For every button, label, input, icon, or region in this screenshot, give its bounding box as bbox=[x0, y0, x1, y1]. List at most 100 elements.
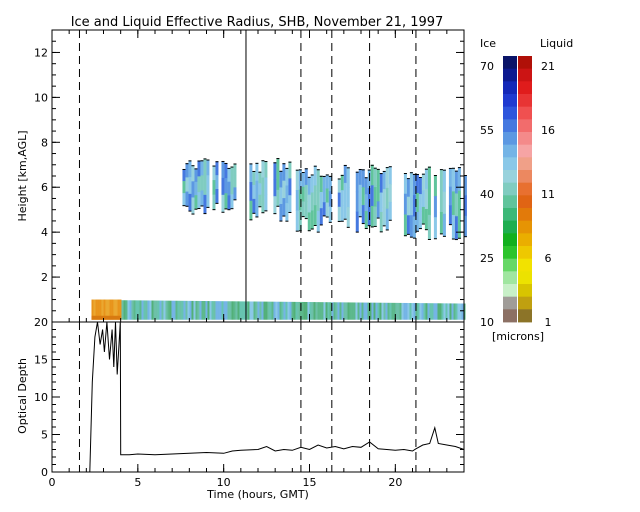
boundary-layer-cell bbox=[219, 301, 222, 320]
cloud-edge bbox=[370, 226, 374, 228]
boundary-layer-cell bbox=[419, 303, 422, 320]
boundary-layer-cell bbox=[447, 303, 450, 320]
optical-depth-tick-label: 0 bbox=[41, 466, 48, 479]
boundary-layer-cell bbox=[155, 300, 158, 320]
cloud-edge bbox=[457, 237, 461, 239]
cloud-cell bbox=[442, 213, 446, 237]
time-tick-label: 5 bbox=[134, 476, 141, 489]
ice-color-step bbox=[503, 106, 517, 120]
cloud-cell bbox=[358, 169, 362, 186]
boundary-layer-cell bbox=[129, 300, 132, 320]
cloud-cell bbox=[295, 210, 299, 232]
boundary-layer-cell bbox=[195, 300, 198, 320]
cloud-edge bbox=[276, 158, 280, 160]
boundary-layer-cell bbox=[135, 300, 138, 320]
boundary-layer-cell bbox=[123, 300, 126, 320]
boundary-layer-cell bbox=[279, 301, 282, 320]
cloud-cell bbox=[258, 171, 262, 184]
cloud-cell bbox=[415, 211, 419, 232]
cloud-cell bbox=[358, 184, 362, 202]
cloud-cell bbox=[212, 180, 216, 196]
cloud-edge bbox=[358, 169, 362, 171]
cloud-cell bbox=[203, 194, 207, 214]
boundary-layer-cell bbox=[427, 303, 430, 320]
boundary-layer-cell bbox=[111, 299, 114, 320]
cloud-cell bbox=[197, 192, 201, 209]
boundary-layer-cell bbox=[191, 300, 194, 320]
boundary-layer-cell bbox=[389, 302, 392, 320]
cloud-cell bbox=[388, 166, 392, 185]
cloud-cell bbox=[418, 211, 422, 229]
cloud-cell bbox=[191, 165, 195, 182]
cloud-cell bbox=[373, 167, 377, 188]
boundary-layer-cell bbox=[241, 301, 244, 320]
cloud-edge bbox=[421, 223, 425, 225]
cloud-cell bbox=[421, 173, 425, 191]
time-tick-label: 20 bbox=[388, 476, 402, 489]
cloud-edge bbox=[361, 223, 365, 225]
cloud-cell bbox=[212, 194, 216, 210]
cloud-cell bbox=[412, 173, 416, 196]
boundary-layer-cell bbox=[315, 302, 318, 320]
cloud-cell bbox=[451, 167, 455, 192]
cloud-cell bbox=[403, 214, 407, 236]
cloud-edge bbox=[304, 218, 308, 220]
ice-color-step bbox=[503, 195, 517, 209]
cloud-cell bbox=[433, 175, 437, 197]
cloud-cell bbox=[325, 202, 329, 218]
boundary-layer-cell bbox=[277, 301, 280, 320]
cloud-cell bbox=[206, 175, 210, 192]
cloud-cell bbox=[279, 187, 283, 205]
cloud-edge bbox=[346, 167, 350, 169]
cloud-cell bbox=[379, 211, 383, 232]
boundary-layer-cell bbox=[443, 303, 446, 320]
liquid-color-step bbox=[518, 81, 532, 95]
boundary-layer-cell bbox=[295, 301, 298, 320]
cloud-cell bbox=[388, 201, 392, 221]
cloud-cell bbox=[224, 178, 228, 194]
boundary-layer-cell bbox=[247, 301, 250, 320]
boundary-layer-cell bbox=[145, 300, 148, 320]
cloud-cell bbox=[258, 183, 262, 196]
boundary-layer-cell bbox=[139, 300, 142, 320]
colorbar-unit: [microns] bbox=[492, 330, 544, 343]
boundary-layer-cell bbox=[357, 302, 360, 320]
boundary-layer-cell bbox=[349, 302, 352, 320]
cloud-edge bbox=[194, 168, 198, 170]
cloud-edge bbox=[355, 231, 359, 233]
cloud-cell bbox=[367, 188, 371, 208]
boundary-layer-cell bbox=[343, 302, 346, 320]
boundary-layer-cell bbox=[91, 315, 121, 320]
liquid-color-step bbox=[518, 258, 532, 272]
colorbar-liquid-label: Liquid bbox=[540, 37, 573, 50]
cloud-cell bbox=[403, 193, 407, 215]
cloud-edge bbox=[343, 164, 347, 166]
boundary-layer-cell bbox=[267, 301, 270, 320]
cloud-cell bbox=[206, 159, 210, 176]
cloud-cell bbox=[249, 182, 253, 202]
cloud-cell bbox=[364, 177, 368, 195]
cloud-edge bbox=[212, 209, 216, 211]
cloud-cell bbox=[310, 174, 314, 193]
cloud-cell bbox=[227, 195, 231, 210]
cloud-edge bbox=[206, 206, 210, 208]
time-axis-label: Time (hours, GMT) bbox=[206, 488, 309, 501]
cloud-edge bbox=[340, 220, 344, 222]
boundary-layer-cell bbox=[95, 299, 98, 320]
cloud-cell bbox=[295, 169, 299, 191]
ice-color-step bbox=[503, 271, 517, 285]
cloud-edge bbox=[295, 169, 299, 171]
boundary-layer-cell bbox=[131, 300, 134, 320]
cloud-cell bbox=[412, 216, 416, 239]
boundary-layer-cell bbox=[133, 300, 136, 320]
cloud-edge bbox=[185, 163, 189, 165]
boundary-layer-cell bbox=[287, 301, 290, 320]
boundary-layer-cell bbox=[205, 301, 208, 320]
liquid-color-step bbox=[518, 271, 532, 285]
boundary-layer-cell bbox=[395, 302, 398, 320]
cloud-cell bbox=[406, 215, 410, 235]
cloud-cell bbox=[249, 163, 253, 183]
liquid-color-step bbox=[518, 208, 532, 222]
cloud-edge bbox=[282, 215, 286, 217]
cloud-edge bbox=[364, 228, 368, 230]
